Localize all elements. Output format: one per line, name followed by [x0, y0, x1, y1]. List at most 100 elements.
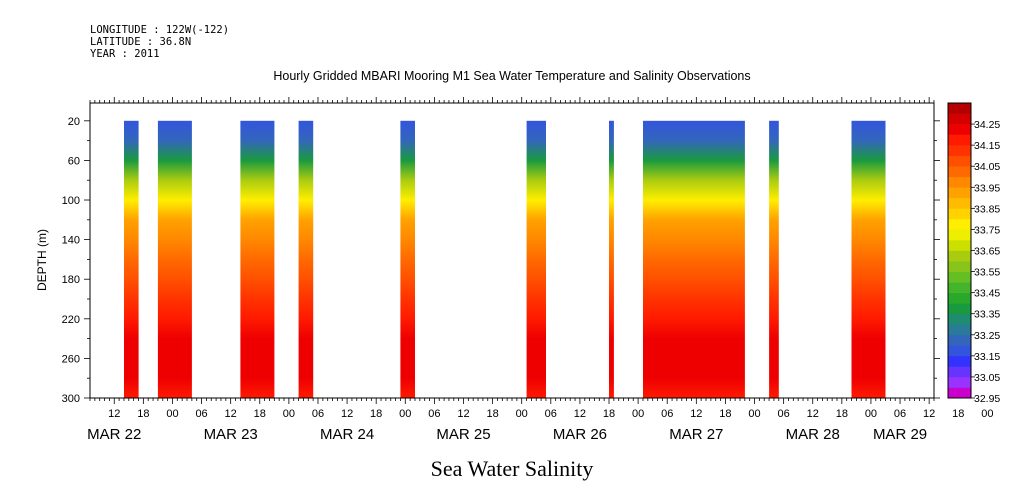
colorbar-swatch [948, 124, 971, 135]
chart-caption: Sea Water Salinity [431, 456, 594, 481]
colorbar-label: 34.05 [974, 161, 1000, 173]
x-hour-label: 06 [545, 408, 557, 420]
colorbar-swatch [948, 208, 971, 220]
colorbar-label: 33.05 [974, 372, 1000, 384]
colorbar-swatch [948, 176, 971, 188]
plot-frame [89, 102, 935, 399]
colorbar-swatch [948, 166, 971, 178]
colorbar-label: 33.15 [974, 351, 1000, 363]
y-tick-label: 140 [62, 235, 80, 247]
colorbar-swatch [948, 345, 971, 357]
data-segment-4 [298, 120, 314, 399]
x-hour-label: 06 [894, 408, 906, 420]
data-segment-3 [240, 120, 275, 399]
x-hour-label: 00 [166, 408, 178, 420]
colorbar-swatch [948, 113, 971, 125]
colorbar-swatch [948, 239, 971, 251]
x-date-label: MAR 27 [669, 426, 723, 443]
x-hour-label: 00 [632, 408, 644, 420]
x-date-label: MAR 25 [436, 426, 490, 443]
colorbar-label: 33.55 [974, 267, 1000, 279]
x-hour-label: 06 [661, 408, 673, 420]
colorbar-swatch [948, 282, 971, 293]
data-segment-8 [643, 120, 745, 399]
colorbar-swatch [948, 155, 971, 167]
colorbar-swatch [948, 271, 971, 283]
x-date-label: MAR 28 [786, 426, 840, 443]
x-hour-label: 00 [865, 408, 877, 420]
x-hour-label: 00 [981, 408, 993, 420]
x-hour-label: 06 [312, 408, 324, 420]
colorbar-swatch [948, 134, 971, 146]
colorbar-swatch [948, 218, 971, 230]
x-hour-label: 18 [486, 408, 498, 420]
x-hour-label: 00 [748, 408, 760, 420]
x-hour-label: 18 [603, 408, 615, 420]
colorbar-swatch [948, 355, 971, 367]
colorbar-swatch [948, 250, 971, 262]
colorbar-label: 33.45 [974, 288, 1000, 300]
colorbar-label: 32.95 [974, 393, 1000, 405]
colorbar-swatch [948, 313, 971, 325]
longitude-label: LONGITUDE : 122W(-122) [90, 24, 230, 36]
x-date-label: MAR 26 [553, 426, 607, 443]
data-segment-9 [769, 120, 779, 399]
x-date-label: MAR 22 [87, 426, 141, 443]
x-hour-label: 18 [836, 408, 848, 420]
chart-title: Hourly Gridded MBARI Mooring M1 Sea Wate… [273, 69, 750, 83]
data-segment-2 [157, 120, 192, 399]
colorbar: 34.25 34.15 34.05 33.95 33.85 33.75 33.65 33.55… [947, 102, 1000, 405]
y-axis-label: DEPTH (m) [35, 229, 49, 291]
x-hour-label: 12 [225, 408, 237, 420]
colorbar-label: 33.65 [974, 246, 1000, 258]
colorbar-swatch [948, 145, 971, 156]
colorbar-label: 33.25 [974, 330, 1000, 342]
x-hour-label: 12 [690, 408, 702, 420]
y-tick-label: 60 [68, 155, 80, 167]
y-tick-label: 100 [62, 195, 80, 207]
y-tick-label: 20 [68, 116, 80, 128]
x-hour-label: 00 [516, 408, 528, 420]
colorbar-swatch [948, 334, 971, 346]
y-tick-label: 300 [62, 393, 80, 405]
colorbar-swatch [948, 376, 971, 388]
y-tick-label: 180 [62, 274, 80, 286]
x-hour-label: 18 [254, 408, 266, 420]
colorbar-swatch [948, 187, 971, 199]
colorbar-swatch [948, 366, 971, 378]
colorbar-swatch [948, 229, 971, 241]
colorbar-swatch [948, 303, 971, 315]
x-hour-label: 06 [778, 408, 790, 420]
colorbar-swatch [948, 292, 971, 304]
y-tick-label: 260 [62, 353, 80, 365]
x-hour-label: 18 [952, 408, 964, 420]
data-segment-5 [400, 120, 415, 399]
data-segment-1 [124, 120, 139, 399]
colorbar-label: 33.35 [974, 309, 1000, 321]
x-date-label: MAR 29 [873, 426, 927, 443]
colorbar-swatch [948, 261, 971, 272]
colorbar-label: 33.75 [974, 224, 1000, 236]
x-hour-label: 00 [283, 408, 295, 420]
x-hour-label: 12 [457, 408, 469, 420]
colorbar-swatch [948, 387, 971, 399]
colorbar-label: 33.85 [974, 203, 1000, 215]
colorbar-swatch [948, 324, 971, 336]
y-tick-label: 220 [62, 314, 80, 326]
data-segments [124, 120, 886, 399]
colorbar-swatch [948, 103, 971, 114]
x-hour-label: 18 [370, 408, 382, 420]
latitude-label: LATITUDE : 36.8N [90, 36, 192, 48]
x-hour-label: 12 [807, 408, 819, 420]
x-hour-label: 18 [719, 408, 731, 420]
data-segment-6 [526, 120, 546, 399]
colorbar-label: 34.15 [974, 140, 1000, 152]
x-hour-label: 06 [428, 408, 440, 420]
x-hour-label: 12 [341, 408, 353, 420]
x-hour-label: 06 [195, 408, 207, 420]
x-hour-label: 12 [923, 408, 935, 420]
year-label: YEAR : 2011 [90, 48, 160, 60]
x-hour-label: 12 [108, 408, 120, 420]
colorbar-swatch [948, 197, 971, 209]
